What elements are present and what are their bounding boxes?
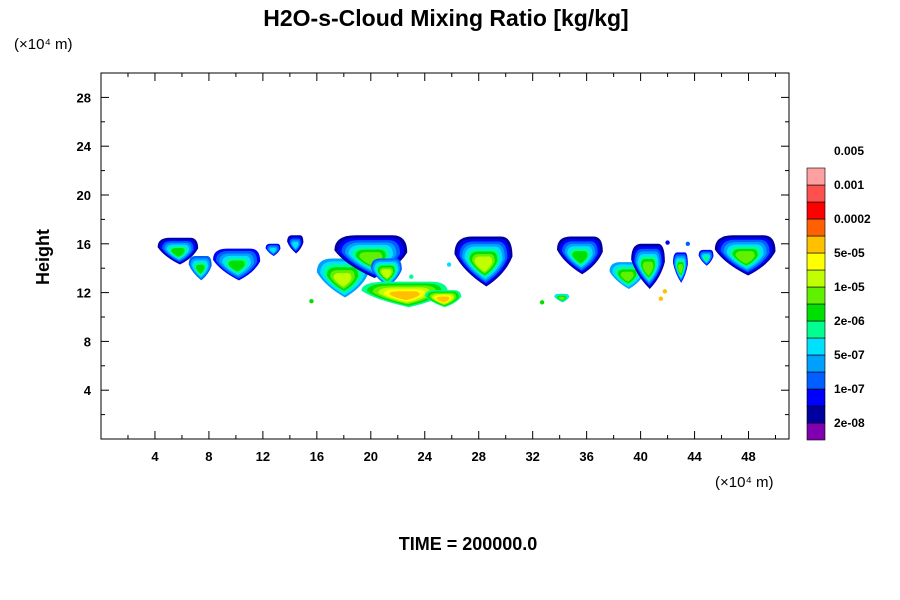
colorbar-label: 1e-05 [834, 280, 865, 294]
y-axis-label: Height [33, 229, 53, 285]
cloud-blob [265, 243, 281, 256]
colorbar-swatch [806, 337, 826, 356]
cloud-contour [572, 251, 588, 264]
cloud-contour [269, 247, 277, 253]
chart-title: H2O-s-Cloud Mixing Ratio [kg/kg] [263, 5, 628, 31]
x-tick-label: 44 [687, 449, 702, 464]
x-tick-label: 28 [471, 449, 485, 464]
x-tick-label: 24 [418, 449, 433, 464]
cloud-field [157, 235, 776, 308]
plot-frame [100, 72, 790, 440]
colorbar-swatch [806, 422, 826, 441]
cloud-speck [665, 240, 670, 245]
colorbar-swatch [806, 184, 826, 203]
colorbar-swatch [806, 167, 826, 186]
x-tick-label: 40 [633, 449, 647, 464]
x-tick-label: 4 [151, 449, 159, 464]
colorbar-swatch [806, 235, 826, 254]
colorbar-label: 1e-07 [834, 382, 865, 396]
x-tick-label: 16 [310, 449, 324, 464]
y-tick-label: 28 [77, 90, 91, 105]
x-tick-label: 8 [205, 449, 212, 464]
cloud-speck [309, 298, 314, 304]
y-tick-label: 20 [77, 188, 91, 203]
cloud-contour [389, 291, 420, 301]
x-tick-label: 20 [364, 449, 378, 464]
colorbar-swatch [806, 303, 826, 322]
colorbar-label: 2e-06 [834, 314, 865, 328]
cloud-blob [157, 237, 199, 265]
y-tick-label: 16 [77, 237, 91, 252]
cloud-blob [188, 256, 212, 281]
x-tick-label: 48 [741, 449, 755, 464]
cloud-blob [698, 249, 714, 266]
cloud-blob [424, 290, 462, 308]
colorbar-swatch [806, 354, 826, 373]
cloud-blob [454, 236, 513, 287]
colorbar-swatch [806, 405, 826, 424]
colorbar-label: 0.001 [834, 178, 864, 192]
cloud-contour [677, 264, 683, 275]
cloud-speck [409, 274, 414, 279]
cloud-contour [474, 256, 493, 272]
y-tick-label: 8 [84, 334, 91, 349]
colorbar-swatch [806, 320, 826, 339]
cloud-blob [556, 236, 603, 275]
y-tick-label: 12 [77, 286, 91, 301]
colorbar-label: 2e-08 [834, 416, 865, 430]
time-label: TIME = 200000.0 [399, 534, 538, 554]
y-unit-label: (×10⁴ m) [14, 36, 73, 53]
cloud-contour [195, 264, 205, 274]
colorbar-swatch [806, 269, 826, 288]
colorbar: 2e-08 1e-07 5e-07 2e-06 1e-05 5e-05 0.0002 0.00… [806, 144, 871, 441]
cloud-blob [554, 293, 570, 303]
cloud-contour [381, 269, 392, 279]
cloud-contour [642, 261, 654, 276]
cloud-speck [539, 300, 545, 305]
cloud-speck [685, 241, 691, 246]
x-tick-label: 32 [525, 449, 539, 464]
cloud-blob [631, 243, 665, 289]
x-tick-label: 36 [579, 449, 593, 464]
cloud-speck [662, 289, 668, 294]
x-tick-label: 12 [256, 449, 270, 464]
cloud-contour [558, 296, 565, 301]
colorbar-label: 0.0002 [834, 212, 871, 226]
colorbar-label: 5e-05 [834, 246, 865, 260]
cloud-blob [212, 248, 261, 281]
cloud-contour [735, 251, 755, 264]
colorbar-swatch [806, 252, 826, 271]
colorbar-label: 5e-07 [834, 348, 865, 362]
cloud-blob [287, 235, 304, 254]
cloud-blob [361, 281, 448, 308]
colorbar-swatch [806, 286, 826, 305]
cloud-blob [714, 235, 776, 276]
colorbar-label: 0.005 [834, 144, 864, 158]
cloud-speck [446, 262, 452, 267]
colorbar-swatch [806, 201, 826, 220]
cloud-blob [370, 258, 402, 287]
cloud-contour [333, 273, 352, 287]
cloud-contour [620, 271, 634, 282]
colorbar-swatch [806, 388, 826, 407]
colorbar-swatch [806, 371, 826, 390]
cloud-contour [228, 260, 245, 272]
y-tick-label: 4 [84, 383, 92, 398]
cloud-contour [171, 248, 185, 257]
x-unit-label: (×10⁴ m) [715, 474, 774, 491]
cloud-blob [316, 258, 369, 298]
colorbar-swatch [806, 218, 826, 237]
cloud-contour [292, 241, 299, 249]
cloud-blob [672, 252, 688, 283]
cloud-speck [658, 296, 664, 301]
cloud-contour [703, 255, 709, 262]
cloud-contour [436, 296, 450, 303]
y-tick-label: 24 [77, 139, 92, 154]
